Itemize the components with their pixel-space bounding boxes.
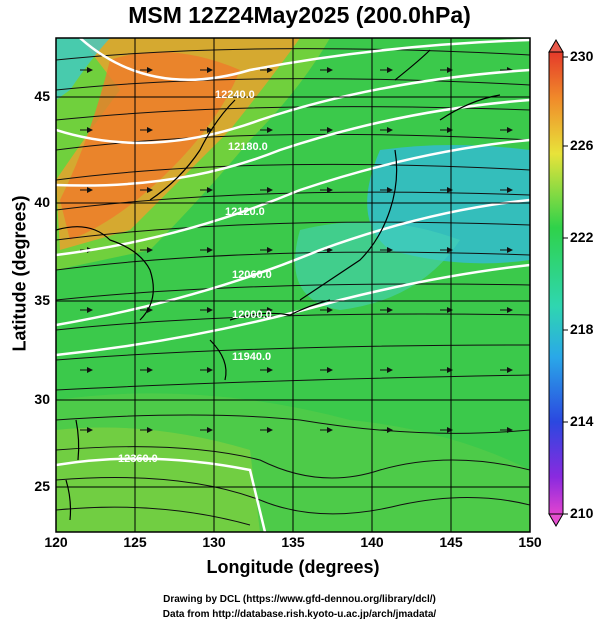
plot-frame [55,37,531,533]
x-axis-label: Longitude (degrees) [206,557,380,577]
colorbar-tick-label: 210 [570,505,594,521]
colorbar-tick-label: 230 [570,48,594,64]
y-tick-label: 40 [34,194,50,210]
x-tick-label: 135 [281,534,305,550]
colorbar-tick-label: 214 [570,413,594,429]
contour-label-12180: 12180.0 [228,141,268,153]
x-tick-label: 150 [518,534,542,550]
y-tick-label: 35 [34,292,50,308]
contour-label-12120: 12120.0 [225,206,265,218]
colorbar-bottom-arrow [548,513,564,527]
streamlines [56,48,530,526]
y-tick-label: 45 [34,88,50,104]
colorbar-tick-label: 218 [570,321,594,337]
height-contours [56,38,530,532]
x-tick-label: 145 [439,534,463,550]
contour-labels: 12240.0 12180.0 12120.0 12060.0 12000.0 … [118,89,272,465]
map-title: MSM 12Z24May2025 (200.0hPa) [128,2,471,28]
credit-data: Data from http://database.rish.kyoto-u.a… [162,609,437,620]
y-tick-label: 25 [34,478,50,494]
x-tick-label: 130 [202,534,226,550]
grid-lines [56,38,530,532]
colorbar-tick-label: 226 [570,137,594,153]
colorbar [548,39,568,527]
contour-label-12240: 12240.0 [215,89,255,101]
contour-label-12000: 12000.0 [232,309,272,321]
contour-label-12360: 12360.0 [118,453,158,465]
contour-label-11940: 11940.0 [232,351,271,363]
colorbar-gradient [548,51,564,515]
x-tick-label: 125 [123,534,147,550]
contour-label-12060: 12060.0 [232,269,272,281]
colorbar-top-arrow [548,39,564,53]
x-tick-label: 120 [44,534,68,550]
x-tick-label: 140 [360,534,384,550]
credit-drawing: Drawing by DCL (https://www.gfd-dennou.o… [163,594,436,605]
colorbar-tick-label: 222 [570,229,594,245]
y-tick-label: 30 [34,391,50,407]
